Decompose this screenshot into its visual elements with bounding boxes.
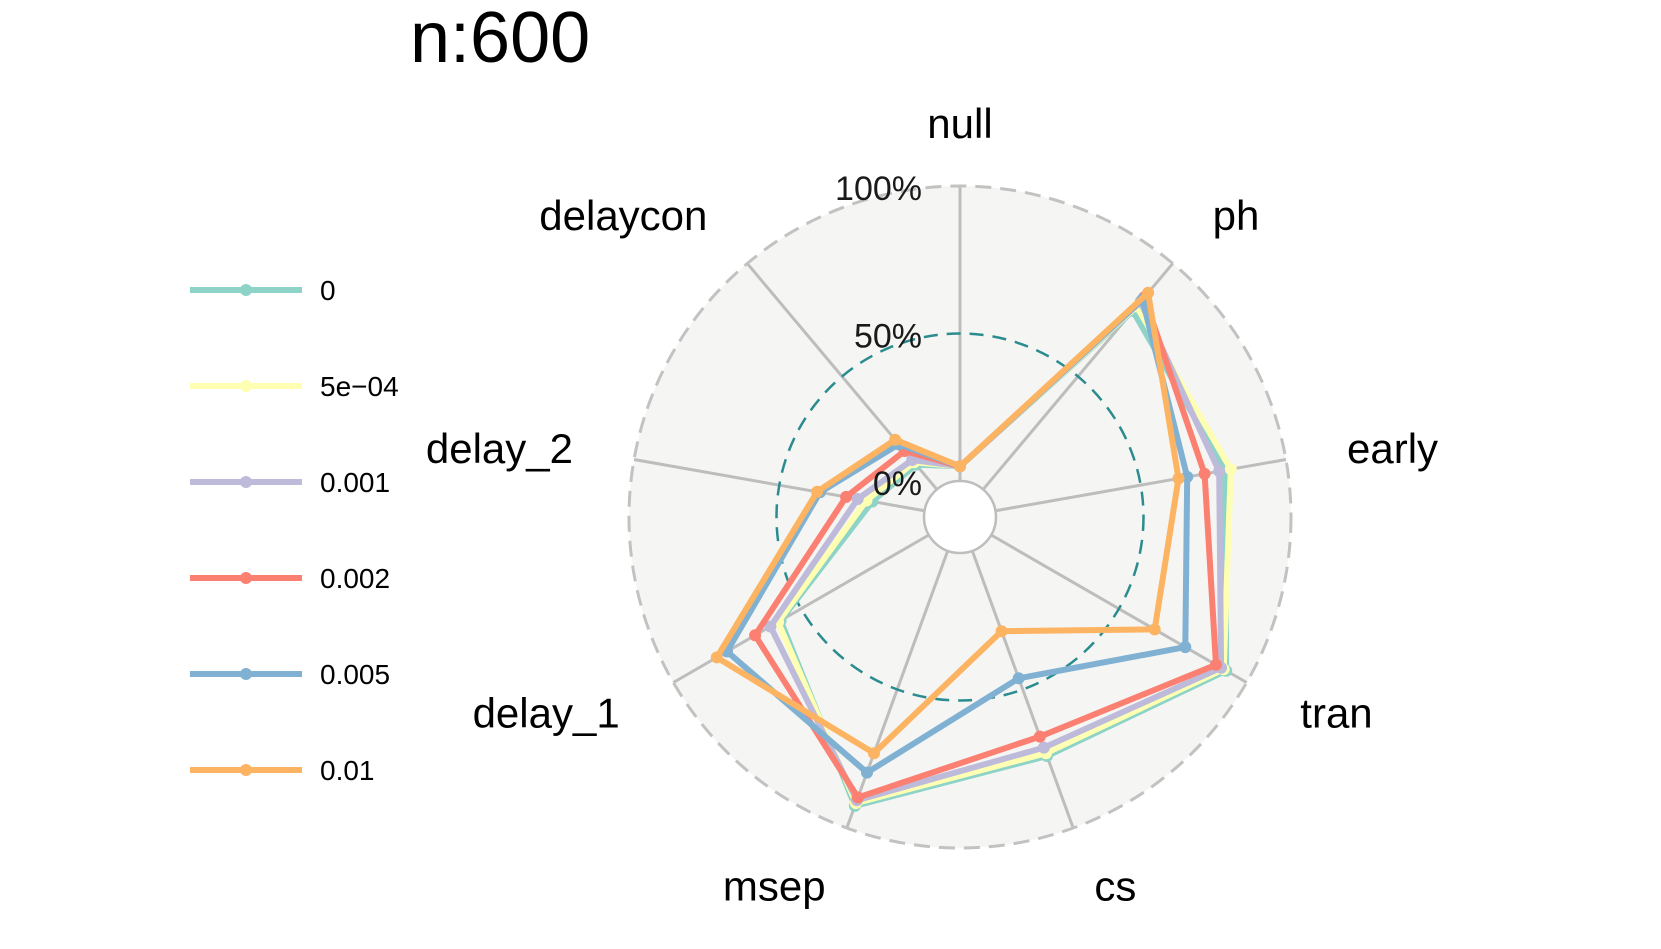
axis-label-ph: ph <box>1213 192 1260 239</box>
axis-label-tran: tran <box>1300 690 1372 737</box>
data-point <box>1198 467 1211 480</box>
grid <box>627 184 1293 850</box>
data-point <box>1213 465 1226 478</box>
data-point <box>1224 463 1237 476</box>
chart-title: n:600 <box>410 0 591 78</box>
series-lines <box>710 286 1237 812</box>
legend-label: 0.01 <box>320 755 375 786</box>
spoke-early <box>995 458 1287 513</box>
radial-tick-label: 100% <box>835 170 922 208</box>
legend-label: 5e−04 <box>320 371 399 402</box>
axis-label-delaycon: delaycon <box>539 192 707 239</box>
data-point <box>1037 741 1050 754</box>
axis-label-early: early <box>1347 425 1438 472</box>
series-5 <box>710 286 1185 760</box>
legend-label: 0.001 <box>320 467 390 498</box>
inner-hole <box>924 481 996 553</box>
data-point <box>710 651 723 664</box>
data-point <box>1142 286 1155 299</box>
legend-item: 0 <box>190 275 336 306</box>
data-point <box>764 620 777 633</box>
axis-label-null: null <box>927 100 992 147</box>
axis-label-cs: cs <box>1094 862 1136 909</box>
data-point <box>1172 472 1185 485</box>
gridline-50 <box>775 332 1145 702</box>
legend-item: 5e−04 <box>190 371 399 402</box>
data-point <box>861 766 873 779</box>
data-point <box>889 433 902 446</box>
legend-item: 0.002 <box>190 563 390 594</box>
radial-tick-label: 50% <box>854 318 922 356</box>
legend-swatch-point <box>240 284 252 296</box>
legend-label: 0.002 <box>320 563 390 594</box>
data-point <box>995 625 1008 638</box>
data-point <box>851 493 864 505</box>
data-point <box>1012 672 1025 685</box>
legend-swatch-point <box>240 764 252 776</box>
data-point <box>1179 641 1192 654</box>
axis-label-delay_2: delay_2 <box>426 425 573 472</box>
legend-swatch-point <box>240 380 252 392</box>
series-line <box>713 289 1182 757</box>
data-point <box>840 490 853 503</box>
legend-item: 0.001 <box>190 467 390 498</box>
series-line <box>775 303 1234 807</box>
data-point <box>851 791 864 804</box>
series-line <box>752 294 1219 801</box>
axis-label-delay_1: delay_1 <box>473 690 620 737</box>
series-line <box>767 298 1225 804</box>
legend: 0 5e−04 0.001 0.002 0.005 0.01 <box>190 275 399 786</box>
data-point <box>954 460 966 473</box>
plot-background <box>629 186 1291 848</box>
data-point <box>1148 623 1161 636</box>
axis-labels: 0% 50% 100%null ph early tran cs msep delay_1 del… <box>426 100 1438 909</box>
data-point <box>868 747 880 760</box>
legend-swatch-point <box>240 668 252 680</box>
legend-label: 0.005 <box>320 659 390 690</box>
data-point <box>1210 658 1222 671</box>
legend-swatch-point <box>240 572 252 584</box>
legend-item: 0.005 <box>190 659 390 690</box>
data-point <box>811 485 824 498</box>
gridline-100 <box>627 184 1293 850</box>
spoke-cs <box>970 550 1075 829</box>
data-point <box>1033 730 1046 743</box>
data-point <box>749 629 762 642</box>
radial-tick-label: 0% <box>873 465 922 503</box>
legend-label: 0 <box>320 275 336 306</box>
axis-label-msep: msep <box>723 862 826 909</box>
legend-item: 0.01 <box>190 755 375 786</box>
legend-swatch-point <box>240 476 252 488</box>
